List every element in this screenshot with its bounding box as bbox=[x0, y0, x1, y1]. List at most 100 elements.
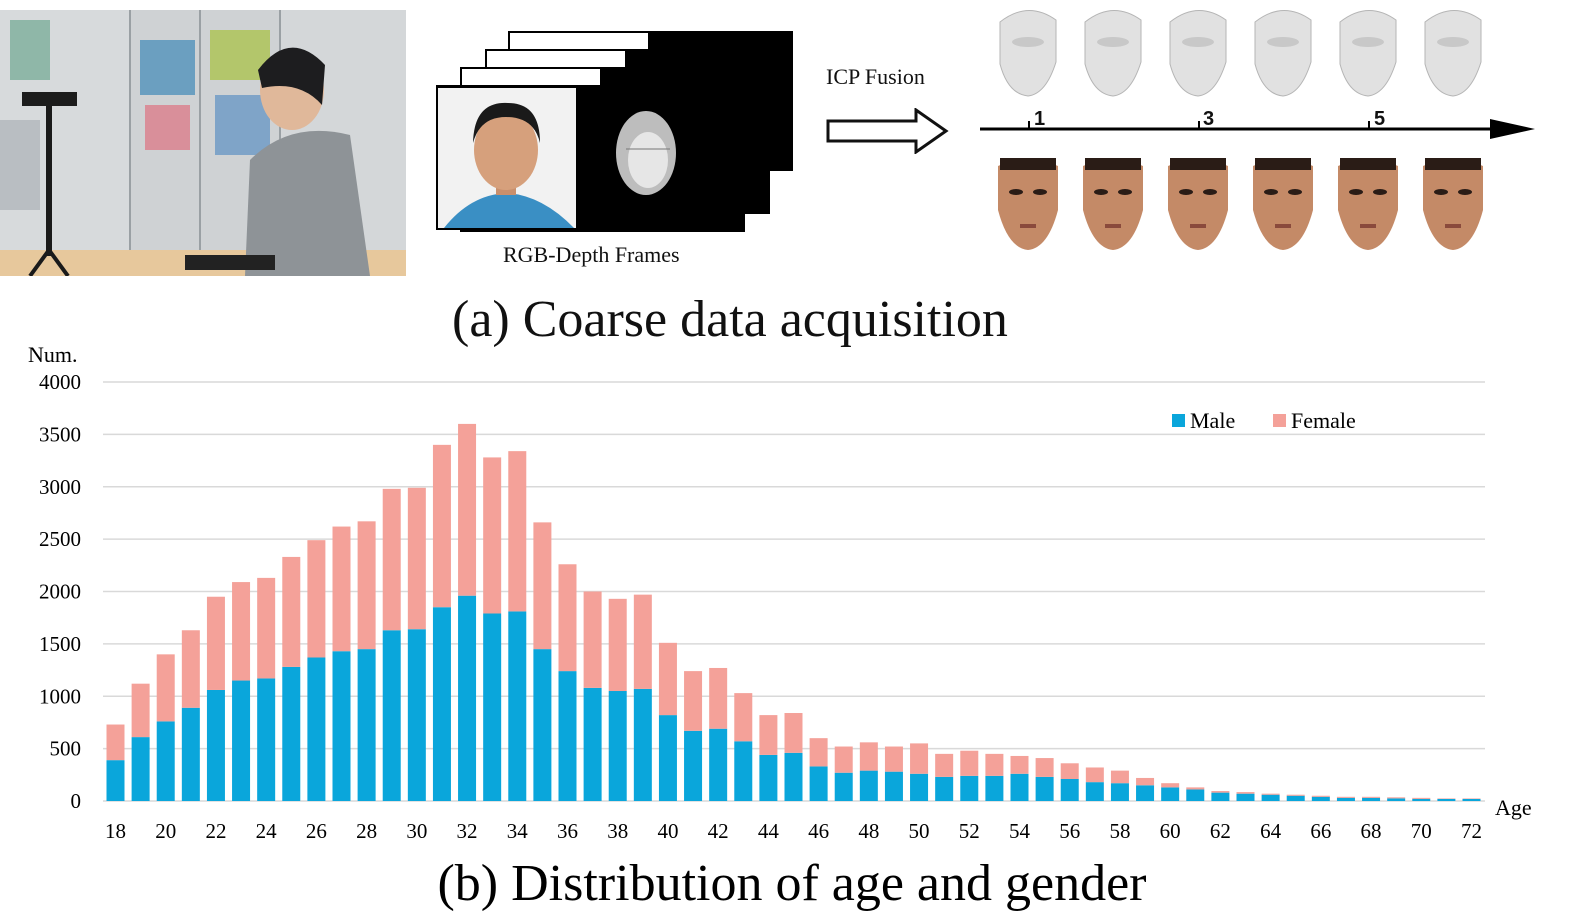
bar-male-age-39 bbox=[633, 688, 652, 801]
bar-male-age-60 bbox=[1161, 787, 1180, 801]
x-tick-label: 48 bbox=[858, 819, 879, 843]
x-tick-label: 32 bbox=[457, 819, 478, 843]
bar-female-age-72 bbox=[1462, 798, 1481, 799]
bar-female-age-27 bbox=[332, 526, 351, 652]
frames-label: RGB-Depth Frames bbox=[503, 242, 680, 267]
capture-scene bbox=[0, 10, 406, 276]
bar-male-age-43 bbox=[734, 741, 753, 801]
capture-setup-photo bbox=[0, 10, 406, 276]
bar-female-age-50 bbox=[910, 743, 929, 774]
bar-female-age-28 bbox=[357, 521, 376, 650]
bar-male-age-51 bbox=[935, 776, 954, 801]
x-tick-label: 66 bbox=[1310, 819, 1331, 843]
bar-female-age-49 bbox=[884, 746, 903, 772]
x-tick-label: 46 bbox=[808, 819, 829, 843]
bar-female-age-46 bbox=[809, 738, 828, 767]
bar-female-age-36 bbox=[558, 564, 577, 672]
timeline-tick-1: 1 bbox=[1034, 108, 1046, 130]
bar-female-age-58 bbox=[1110, 770, 1129, 784]
bar-female-age-47 bbox=[834, 746, 853, 773]
bar-female-age-54 bbox=[1010, 755, 1029, 774]
textured-face bbox=[998, 159, 1483, 250]
bar-male-age-27 bbox=[332, 651, 351, 801]
bar-female-age-35 bbox=[533, 522, 552, 650]
bar-male-age-37 bbox=[583, 687, 602, 801]
rgb-depth-frames-stack bbox=[436, 31, 793, 232]
fusion-arrow-icon bbox=[826, 108, 949, 154]
bar-male-age-31 bbox=[432, 607, 451, 801]
bar-female-age-68 bbox=[1362, 796, 1381, 798]
legend-label-female: Female bbox=[1291, 408, 1356, 433]
bar-male-age-47 bbox=[834, 772, 853, 801]
bar-male-age-29 bbox=[382, 630, 401, 801]
bar-female-age-48 bbox=[859, 742, 878, 771]
bar-female-age-19 bbox=[131, 683, 150, 738]
x-tick-label: 70 bbox=[1411, 819, 1432, 843]
x-tick-label: 20 bbox=[155, 819, 176, 843]
bar-male-age-65 bbox=[1286, 795, 1305, 801]
bar-male-age-70 bbox=[1412, 798, 1431, 801]
bar-female-age-21 bbox=[181, 630, 200, 708]
bar-female-age-69 bbox=[1387, 797, 1406, 799]
y-tick-label: 4000 bbox=[39, 370, 81, 394]
bar-male-age-25 bbox=[282, 666, 301, 801]
x-tick-label: 64 bbox=[1260, 819, 1282, 843]
age-gender-chart: 0 500 1000 1500 2000 2500 3000 3500 4000 18 20 22 2… bbox=[28, 342, 1532, 912]
y-axis-label: Num. bbox=[28, 342, 78, 367]
mesh-face bbox=[999, 10, 1482, 97]
bar-female-age-18 bbox=[106, 724, 125, 761]
bar-female-age-43 bbox=[734, 693, 753, 742]
bar-female-age-24 bbox=[257, 577, 276, 679]
bar-female-age-63 bbox=[1236, 792, 1255, 794]
bar-male-age-61 bbox=[1186, 789, 1205, 801]
bar-female-age-65 bbox=[1286, 794, 1305, 796]
bar-female-age-42 bbox=[709, 667, 728, 729]
bar-female-age-26 bbox=[307, 540, 326, 658]
bar-male-age-55 bbox=[1035, 776, 1054, 801]
x-tick-label: 60 bbox=[1160, 819, 1181, 843]
bar-female-age-71 bbox=[1437, 798, 1456, 799]
caption-a: (a) Coarse data acquisition bbox=[452, 291, 1008, 348]
fusion-label: ICP Fusion bbox=[826, 64, 925, 89]
bar-male-age-23 bbox=[232, 680, 251, 801]
bar-female-age-64 bbox=[1261, 793, 1280, 795]
bar-female-age-59 bbox=[1136, 777, 1155, 786]
timeline-tick-5: 5 bbox=[1374, 108, 1386, 130]
x-tick-label: 58 bbox=[1109, 819, 1130, 843]
bar-female-age-44 bbox=[759, 715, 778, 755]
x-tick-label: 22 bbox=[205, 819, 226, 843]
bar-male-age-44 bbox=[759, 754, 778, 801]
bar-female-age-20 bbox=[156, 654, 175, 722]
legend-swatch-male bbox=[1172, 414, 1185, 427]
bar-male-age-45 bbox=[784, 752, 803, 801]
bar-male-age-22 bbox=[206, 689, 225, 801]
bar-female-age-55 bbox=[1035, 758, 1054, 777]
x-tick-label: 54 bbox=[1009, 819, 1031, 843]
bar-male-age-57 bbox=[1085, 782, 1104, 801]
y-tick-label: 1000 bbox=[39, 684, 81, 708]
x-tick-label: 50 bbox=[909, 819, 930, 843]
y-tick-label: 0 bbox=[71, 789, 82, 813]
bar-female-age-37 bbox=[583, 591, 602, 688]
x-tick-label: 38 bbox=[607, 819, 628, 843]
bar-male-age-56 bbox=[1060, 779, 1079, 801]
bar-male-age-41 bbox=[684, 730, 703, 801]
chart-legend: Male Female bbox=[1172, 408, 1356, 433]
mesh-faces-row bbox=[999, 10, 1482, 97]
bar-male-age-62 bbox=[1211, 792, 1230, 801]
bar-male-age-59 bbox=[1136, 785, 1155, 801]
bar-male-age-71 bbox=[1437, 798, 1456, 801]
bar-male-age-58 bbox=[1110, 783, 1129, 801]
bar-male-age-34 bbox=[508, 611, 527, 801]
y-axis-ticks: 0 500 1000 1500 2000 2500 3000 3500 4000 bbox=[39, 370, 81, 813]
x-tick-label: 44 bbox=[758, 819, 780, 843]
bar-male-age-69 bbox=[1387, 798, 1406, 801]
bar-male-age-42 bbox=[709, 728, 728, 801]
bar-male-age-48 bbox=[859, 770, 878, 801]
x-tick-label: 72 bbox=[1461, 819, 1482, 843]
bar-female-age-53 bbox=[985, 753, 1004, 776]
x-tick-label: 52 bbox=[959, 819, 980, 843]
bar-female-age-52 bbox=[960, 750, 979, 776]
bar-male-age-68 bbox=[1362, 797, 1381, 801]
bar-male-age-49 bbox=[884, 771, 903, 801]
